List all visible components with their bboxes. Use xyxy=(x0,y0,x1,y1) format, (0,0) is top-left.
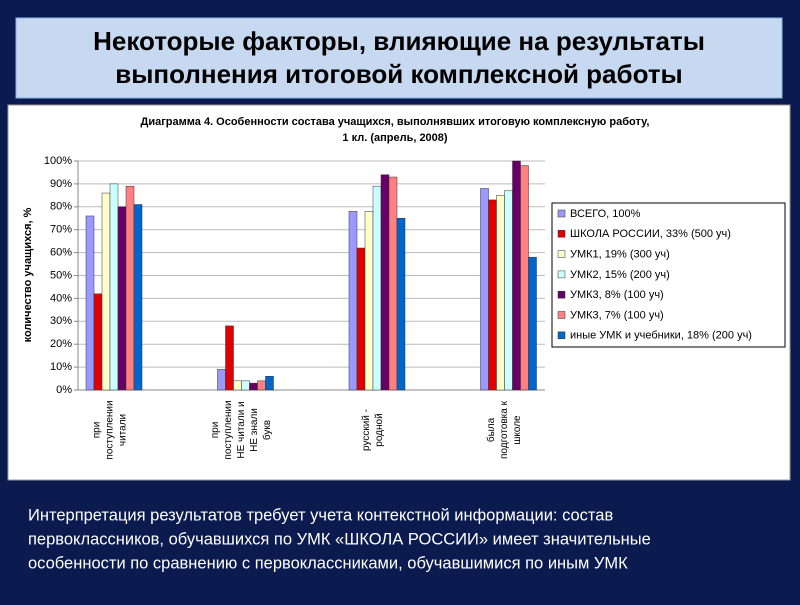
y-axis-label: количество учащихся, % xyxy=(22,207,34,342)
legend xyxy=(551,202,786,348)
bar xyxy=(225,325,234,391)
x-tick-label: была xyxy=(485,417,497,442)
bar xyxy=(265,376,274,391)
y-tick-label: 70% xyxy=(50,224,72,236)
legend-label: ВСЕГО, 100% xyxy=(570,208,641,220)
bar xyxy=(348,211,358,391)
slide-title: выполнения итоговой комплексной работы xyxy=(115,59,683,89)
x-tick-label: поступлении xyxy=(223,400,234,459)
bar xyxy=(109,183,119,391)
x-tick-label: при xyxy=(210,422,221,439)
x-tick-label: НЕ знали xyxy=(249,408,260,452)
x-tick-label: букв xyxy=(261,420,273,440)
legend-swatch xyxy=(557,331,566,340)
y-tick-label: 80% xyxy=(50,201,72,213)
bar xyxy=(233,380,242,391)
caption: особенности по сравнению с первоклассник… xyxy=(28,554,628,572)
bar xyxy=(249,382,258,391)
bar xyxy=(372,185,382,391)
bar xyxy=(257,380,266,391)
y-tick-label: 40% xyxy=(50,292,72,304)
bar xyxy=(217,369,226,391)
bar xyxy=(504,190,513,391)
legend-swatch xyxy=(557,290,566,299)
legend-swatch xyxy=(557,311,566,319)
bar xyxy=(117,206,127,391)
x-tick-label: школе xyxy=(512,415,523,445)
bar xyxy=(356,247,366,391)
y-tick-label: 60% xyxy=(50,247,72,259)
legend-label: УМК2, 15% (200 уч) xyxy=(570,269,670,281)
legend-label: УМК3, 8% (100 уч) xyxy=(570,289,664,301)
y-tick-label: 90% xyxy=(50,178,72,190)
y-tick-label: 50% xyxy=(50,269,72,281)
bar xyxy=(396,218,406,391)
x-tick-label: НЕ читали и xyxy=(236,401,247,458)
legend-label: УМК3, 7% (100 уч) xyxy=(570,309,664,321)
bar xyxy=(101,192,111,391)
bar xyxy=(364,211,374,391)
y-tick-label: 20% xyxy=(50,338,72,350)
x-tick-label: русский - xyxy=(361,409,372,451)
legend-swatch xyxy=(557,250,566,258)
legend-swatch xyxy=(557,209,566,218)
bar xyxy=(512,160,521,391)
x-tick-label: поступлении xyxy=(105,400,116,459)
bar xyxy=(488,199,497,391)
chart-title: 1 кл. (апрель, 2008) xyxy=(342,132,448,144)
caption: Интерпретация результатов требует учета … xyxy=(28,506,613,524)
y-tick-label: 30% xyxy=(50,315,72,327)
bar xyxy=(528,256,537,391)
bar xyxy=(241,380,250,391)
legend-label: ШКОЛА РОССИИ, 33% (500 уч) xyxy=(570,228,731,240)
title-box xyxy=(15,17,783,99)
legend-label: УМК1, 19% (300 уч) xyxy=(570,249,670,261)
bar xyxy=(93,293,103,391)
bar xyxy=(388,176,398,391)
caption: первоклассников, обучавшихся по УМК «ШКО… xyxy=(28,530,651,548)
legend-swatch xyxy=(557,230,566,238)
bar xyxy=(85,215,95,391)
bar xyxy=(520,165,529,391)
y-tick-label: 10% xyxy=(50,361,72,373)
x-tick-label: подготовка к xyxy=(499,400,510,459)
legend-swatch xyxy=(557,270,566,279)
x-tick-label: при xyxy=(92,422,103,439)
x-tick-label: читали xyxy=(118,414,129,446)
y-tick-label: 0% xyxy=(56,384,72,396)
x-tick-label: родной xyxy=(374,413,385,446)
bar xyxy=(496,195,505,391)
slide-title: Некоторые факторы, влияющие на результат… xyxy=(93,26,705,56)
chart-title: Диаграмма 4. Особенности состава учащихс… xyxy=(141,116,650,128)
bar xyxy=(125,185,135,391)
bar xyxy=(133,204,143,391)
y-tick-label: 100% xyxy=(44,155,72,167)
bar xyxy=(480,188,489,391)
legend-label: иные УМК и учебники, 18% (200 уч) xyxy=(570,330,752,342)
bar xyxy=(380,174,390,391)
